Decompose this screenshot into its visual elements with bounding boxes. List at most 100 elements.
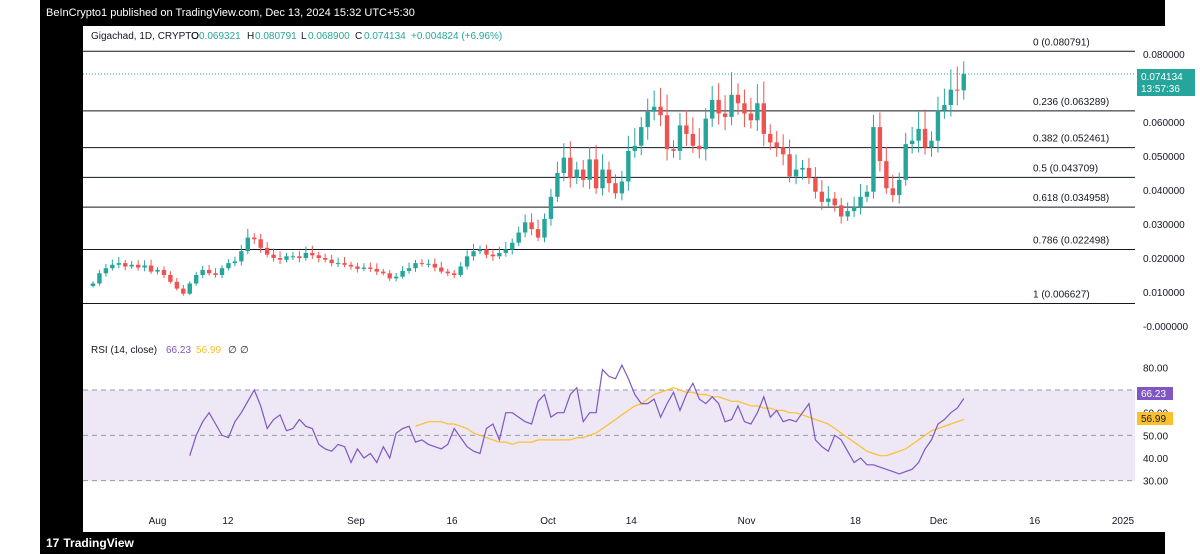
time-axis-tick: Aug — [149, 516, 167, 527]
candle-body — [168, 275, 173, 282]
time-axis-tick: Nov — [738, 516, 756, 527]
candle-body — [729, 94, 734, 117]
rsi-ma-line — [415, 387, 964, 457]
legend-change: +0.004824 (+6.96%) — [411, 31, 502, 42]
candle-body — [735, 94, 741, 104]
candle-body — [742, 103, 747, 114]
candle-body — [813, 178, 818, 192]
legend-low-value: 0.068900 — [308, 31, 350, 42]
candle-body — [342, 263, 347, 265]
candle-body — [232, 261, 238, 264]
time-axis-tick: 2025 — [1112, 516, 1135, 527]
candle-body — [806, 167, 812, 179]
legend-close-value: 0.074134 — [364, 31, 406, 42]
price-axis-tick: -0.000000 — [1143, 322, 1188, 333]
rsi-axis-tick: 30.00 — [1143, 477, 1168, 488]
candle-body — [290, 256, 296, 258]
candle-body — [219, 268, 225, 275]
candle-body — [819, 191, 825, 202]
candle-body — [922, 128, 928, 148]
candle-body — [877, 127, 883, 162]
candle-body — [632, 145, 637, 151]
candle-body — [271, 254, 276, 258]
candle-body — [497, 252, 502, 257]
candle-body — [929, 140, 934, 148]
candle-body — [464, 256, 470, 267]
candle-body — [581, 169, 586, 180]
candle-body — [277, 258, 283, 260]
chart-frame: BeInCrypto1 published on TradingView.com… — [40, 0, 1200, 554]
candle-body — [142, 265, 147, 268]
candle-body — [961, 73, 966, 91]
candle-body — [800, 167, 805, 170]
candle-body — [884, 161, 889, 189]
tradingview-logo-icon: 17 — [46, 536, 60, 550]
candle-body — [471, 251, 476, 257]
candle-body — [645, 111, 650, 128]
candle-body — [245, 237, 250, 252]
fib-level-label: 0.618 (0.034958) — [1033, 193, 1109, 204]
tradingview-footer: 17 TradingView — [40, 532, 1165, 554]
time-axis-tick: 12 — [222, 516, 234, 527]
candle-body — [909, 140, 915, 145]
price-chart[interactable]: 0 (0.080791) 0.236 (0.063289) 0.382 (0.052… — [83, 26, 1200, 532]
candle-body — [264, 247, 270, 255]
candle-body — [452, 273, 457, 275]
candle-body — [832, 198, 837, 206]
candle-body — [948, 89, 954, 105]
candle-body — [839, 205, 844, 217]
candle-body — [239, 251, 244, 262]
price-axis-tick: 0.080000 — [1143, 50, 1185, 61]
candle-body — [116, 263, 121, 265]
candle-body — [426, 263, 431, 265]
price-axis-tick: 0.010000 — [1143, 288, 1185, 299]
candle-body — [284, 256, 289, 260]
rsi-axis-tick: 50.00 — [1143, 431, 1168, 442]
candle-body — [858, 196, 863, 207]
candle-body — [368, 267, 373, 269]
rsi-legend-extra2: ∅ — [240, 345, 249, 356]
candle-body — [903, 144, 908, 180]
candle-body — [664, 115, 670, 150]
candle-body — [348, 264, 354, 267]
price-axis-tick: 0.050000 — [1143, 152, 1185, 163]
legend-close-label: C — [355, 31, 362, 42]
candle-body — [316, 255, 321, 258]
candle-body — [890, 188, 895, 196]
candle-body — [658, 106, 663, 116]
candle-body — [148, 265, 154, 272]
candle-body — [181, 288, 186, 294]
rsi-legend-ma: 56.99 — [196, 345, 221, 356]
bar-countdown: 13:57:36 — [1141, 84, 1180, 95]
legend-symbol: Gigachad, 1D, CRYPTO — [91, 31, 199, 42]
rsi-legend-value: 66.23 — [166, 345, 191, 356]
time-axis-tick: 16 — [1029, 516, 1041, 527]
last-price-tag — [1137, 69, 1195, 96]
fib-level-label: 0.236 (0.063289) — [1033, 97, 1109, 108]
price-axis-tick: 0.060000 — [1143, 118, 1185, 129]
candle-body — [374, 268, 379, 272]
fib-level-label: 0.786 (0.022498) — [1033, 236, 1109, 247]
rsi-ma-tag — [1137, 412, 1173, 425]
candle-body — [619, 181, 625, 194]
candle-body — [187, 283, 192, 294]
rsi-axis-tick: 40.00 — [1143, 454, 1168, 465]
candle-body — [155, 269, 160, 272]
candle-body — [826, 198, 831, 202]
candle-body — [780, 147, 786, 155]
rsi-legend-name: RSI (14, close) — [91, 345, 157, 356]
candle-body — [129, 264, 134, 267]
candle-body — [484, 249, 489, 255]
legend-open-label: O — [191, 31, 199, 42]
candle-body — [252, 237, 257, 240]
candle-body — [555, 173, 560, 197]
candle-body — [793, 169, 799, 177]
candle-body — [381, 271, 386, 274]
candle-body — [97, 273, 102, 284]
candle-body — [432, 263, 438, 268]
publisher-line: BeInCrypto1 published on TradingView.com… — [46, 7, 415, 19]
candle-body — [671, 149, 676, 151]
time-axis-tick: 16 — [446, 516, 458, 527]
candle-body — [871, 127, 876, 192]
chart-panel[interactable]: 0 (0.080791) 0.236 (0.063289) 0.382 (0.052… — [83, 26, 1200, 532]
